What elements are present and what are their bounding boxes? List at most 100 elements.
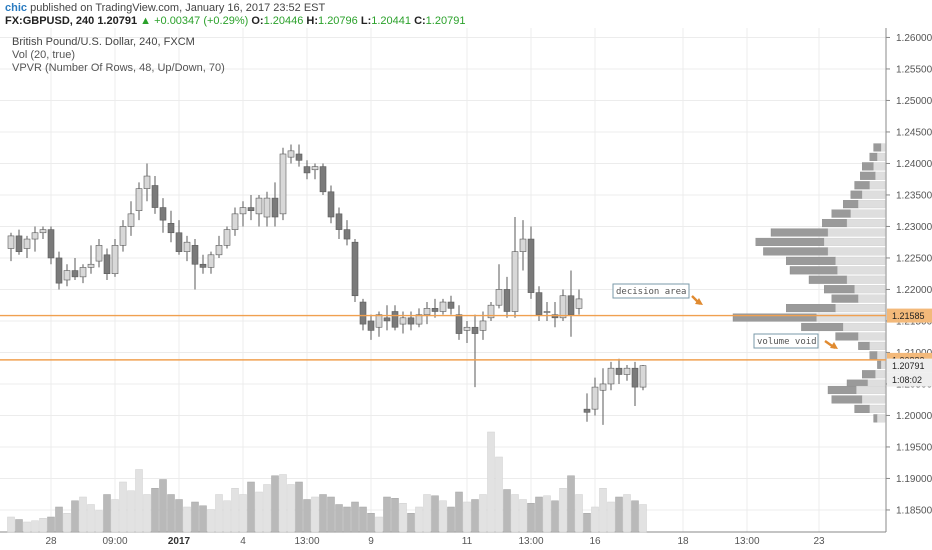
vpvr-bar-up	[827, 247, 886, 256]
candle-body-up	[479, 320, 487, 331]
vpvr-bar-down	[827, 385, 857, 395]
open-label: O:	[251, 15, 264, 27]
annotation-box	[753, 333, 819, 349]
price-change: +0.00347 (+0.29%)	[154, 15, 249, 27]
annotation-arrow-head	[830, 342, 838, 349]
x-tick-label: 2017	[168, 536, 191, 547]
vpvr-bar-up	[856, 385, 886, 395]
y-tick-label: 1.22500	[896, 253, 932, 264]
volume-bar	[543, 495, 551, 533]
low-value: 1.20441	[371, 15, 411, 27]
vpvr-bar-down	[862, 162, 874, 171]
vpvr-bar-down	[770, 228, 829, 237]
candle-body-down	[151, 185, 159, 208]
vpvr-bar-up	[869, 404, 886, 413]
candle-body-down	[55, 257, 63, 284]
x-tick-label: 4	[240, 536, 246, 547]
volume-bar	[295, 481, 303, 533]
volume-bar	[487, 431, 495, 533]
open-value: 1.20446	[263, 15, 304, 27]
countdown-tag	[887, 372, 932, 387]
volume-bar	[15, 519, 23, 533]
candle-body-up	[63, 270, 71, 281]
volume-bar	[311, 496, 319, 533]
vpvr-bar-up	[881, 360, 886, 369]
candle-body-up	[639, 365, 647, 388]
candle-body-down	[159, 207, 167, 221]
price-chart[interactable]: 1.185001.190001.195001.200001.205001.210…	[0, 28, 932, 550]
candle-body-down	[175, 232, 183, 252]
volume-bar	[287, 484, 295, 533]
symbol-info: FX:GBPUSD, 240 1.20791 ▲ +0.00347 (+0.29…	[5, 15, 465, 27]
vpvr-bar-down	[801, 322, 844, 332]
vpvr-bar-up	[837, 266, 886, 275]
author-link[interactable]: chic	[5, 2, 28, 14]
volume-bar	[55, 506, 63, 533]
candle-body-up	[279, 153, 287, 215]
candle-body-down	[471, 326, 479, 334]
x-tick-label: 11	[462, 536, 473, 547]
volume-bar	[447, 506, 455, 533]
vpvr-bar-up	[858, 200, 886, 209]
candle-body-down	[535, 292, 543, 315]
vpvr-bar-up	[869, 181, 886, 190]
y-tick-label: 1.24000	[896, 159, 932, 170]
plot-background	[0, 28, 886, 532]
volume-bar	[639, 504, 647, 533]
chart-title-legend[interactable]: British Pound/U.S. Dollar, 240, FXCM	[12, 36, 195, 48]
vpvr-bar-up	[858, 332, 886, 341]
candle-body-down	[383, 317, 391, 322]
volume-bar	[551, 500, 559, 533]
volume-bar	[351, 501, 359, 533]
volume-bar	[31, 520, 39, 533]
volume-bar	[359, 506, 367, 533]
publish-info: chic published on TradingView.com, Janua…	[5, 2, 325, 14]
volume-bar	[567, 475, 575, 533]
candle-body-up	[223, 229, 231, 246]
volume-bar	[455, 491, 463, 533]
vpvr-bar-down	[860, 171, 876, 180]
symbol-label[interactable]: FX:GBPUSD, 240	[5, 15, 95, 27]
volume-bar	[527, 503, 535, 533]
x-tick-label: 13:00	[518, 536, 543, 547]
candle-body-down	[567, 295, 575, 315]
volume-bar	[87, 504, 95, 533]
chart-header: chic published on TradingView.com, Janua…	[0, 0, 932, 28]
annotation-text: volume void	[757, 337, 817, 347]
volume-bar	[423, 494, 431, 533]
candle-body-down	[271, 197, 279, 218]
candle-body-down	[447, 301, 455, 309]
volume-bar	[263, 484, 271, 533]
volume-bar	[7, 516, 15, 533]
y-tick-label: 1.25000	[896, 96, 932, 107]
volume-bar	[367, 513, 375, 533]
volume-bar	[303, 499, 311, 533]
candle-body-up	[487, 304, 495, 319]
volume-bar	[135, 469, 143, 533]
vpvr-bar-up	[835, 304, 886, 313]
volume-bar	[159, 479, 167, 533]
y-tick-label: 1.22000	[896, 285, 932, 296]
candle-body-down	[615, 367, 623, 375]
candle-body-up	[231, 213, 239, 230]
y-tick-label: 1.20000	[896, 411, 932, 422]
candle-body-up	[311, 166, 319, 171]
vpvr-bar-up	[843, 322, 886, 332]
volume-bar	[271, 475, 279, 533]
vpvr-bar-down	[831, 294, 859, 303]
volume-bar	[591, 506, 599, 533]
level-price-tag	[887, 308, 932, 323]
candle-body-up	[183, 241, 191, 252]
candle-body-up	[23, 238, 31, 249]
x-tick-label: 9	[368, 536, 374, 547]
candle-body-down	[407, 317, 415, 325]
vpvr-bar-down	[862, 370, 876, 379]
candle-body-up	[119, 226, 127, 246]
candle-body-down	[583, 408, 591, 413]
candle-body-up	[423, 308, 431, 315]
volume-legend[interactable]: Vol (20, true)	[12, 49, 75, 61]
low-label: L:	[360, 15, 372, 27]
candle-body-up	[39, 229, 47, 234]
vpvr-legend[interactable]: VPVR (Number Of Rows, 48, Up/Down, 70)	[12, 62, 225, 74]
vpvr-bar-down	[873, 414, 878, 423]
